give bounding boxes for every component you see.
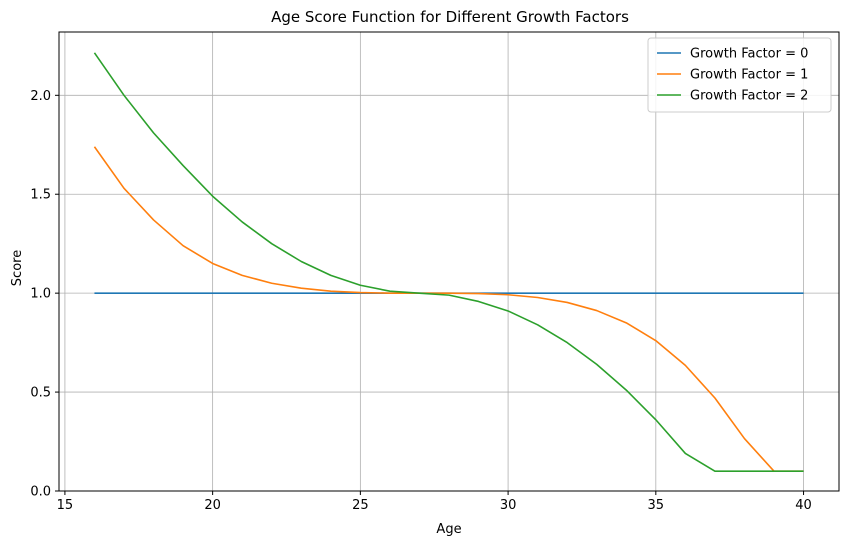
y-tick-label-0: 0.0 [30, 485, 51, 500]
y-tick-label-2: 1.0 [30, 287, 51, 302]
tick-layer: 15 20 25 30 35 40 0.0 0.5 1.0 1.5 2.0 [30, 89, 812, 513]
series-layer [93, 52, 804, 473]
series-line-1 [93, 146, 804, 473]
y-axis-label: Score [10, 250, 25, 286]
chart-title: Age Score Function for Different Growth … [271, 8, 629, 26]
x-tick-label-0: 15 [57, 498, 74, 513]
y-tick-label-1: 0.5 [30, 386, 51, 401]
y-tick-label-4: 2.0 [30, 89, 51, 104]
x-tick-label-5: 40 [795, 498, 812, 513]
x-tick-label-3: 30 [500, 498, 517, 513]
x-tick-label-2: 25 [352, 498, 369, 513]
legend-box [647, 37, 832, 113]
y-tick-label-3: 1.5 [30, 188, 51, 203]
x-tick-label-4: 35 [648, 498, 665, 513]
series-line-2 [93, 52, 804, 473]
x-axis-label: Age [436, 522, 461, 537]
legend: Growth Factor = 0 Growth Factor = 1 Growth… [647, 37, 832, 113]
legend-label-1: Growth Factor = 1 [690, 68, 808, 83]
plot-frame [58, 31, 840, 492]
legend-label-0: Growth Factor = 0 [690, 47, 808, 62]
legend-label-2: Growth Factor = 2 [690, 89, 808, 104]
x-tick-label-1: 20 [204, 498, 221, 513]
